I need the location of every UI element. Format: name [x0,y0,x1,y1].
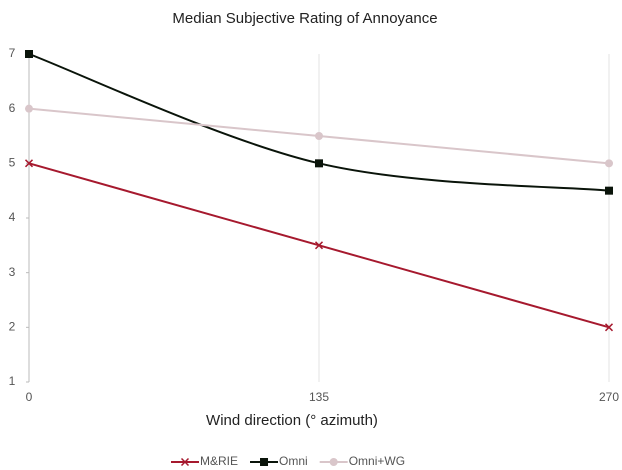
chart-title: Median Subjective Rating of Annoyance [172,10,437,27]
data-point [24,159,34,168]
y-tick-label: 7 [9,46,16,60]
legend-marker [329,458,338,466]
legend-text: M&RIE [200,454,238,468]
x-tick-label: 135 [309,390,329,404]
y-tick-label: 1 [9,374,16,388]
data-point [314,241,324,250]
legend-marker [180,457,190,467]
x-axis-title: Wind direction (° azimuth) [206,412,378,429]
y-tick-label: 4 [9,210,16,224]
x-tick-label: 270 [599,390,619,404]
data-point [605,186,613,195]
data-point [315,159,323,168]
data-point [605,159,613,168]
data-point [604,323,614,332]
data-point [25,50,33,58]
x-tick-label: 0 [26,390,33,404]
y-tick-label: 3 [9,265,16,279]
legend-marker [260,458,269,466]
data-point [315,132,323,140]
y-tick-label: 6 [9,101,16,115]
y-tick-label: 2 [9,320,16,334]
legend-text: Omni+WG [349,454,405,468]
y-tick-label: 5 [9,156,16,170]
data-point [25,104,33,113]
legend-text: Omni [279,454,308,468]
